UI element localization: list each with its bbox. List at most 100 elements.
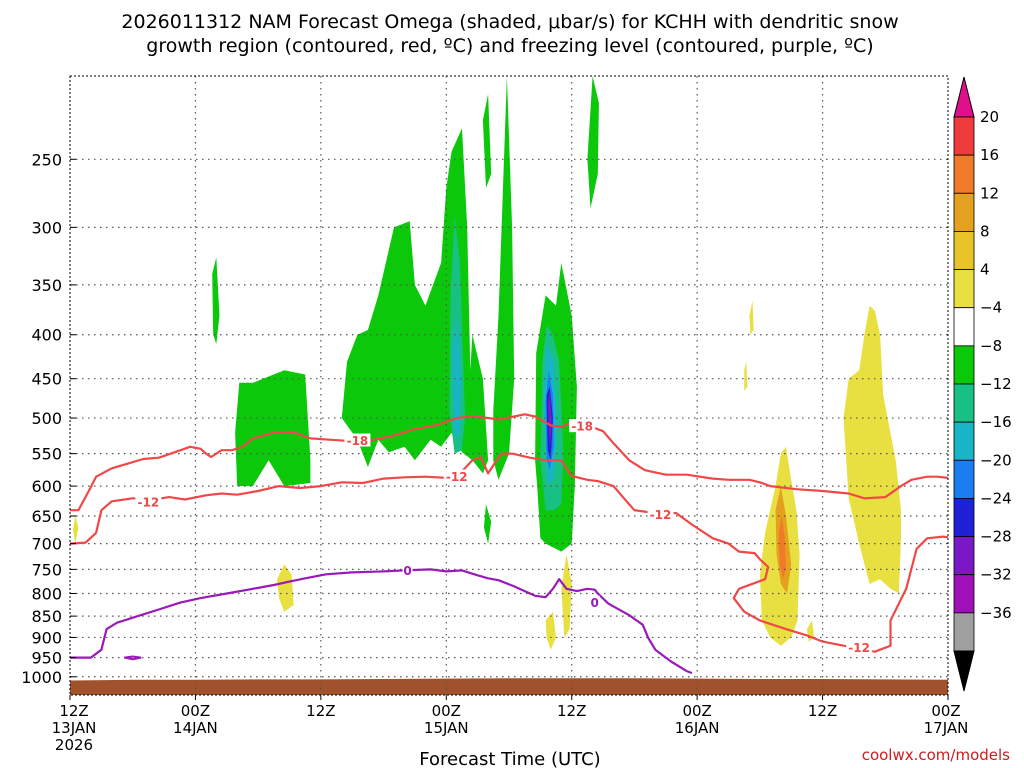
y-tick-label-800: 800 [31,584,62,603]
y-tick-label-950: 950 [31,649,62,668]
colorbar-label-7: −8 [980,337,1002,355]
omega-region-26 [778,516,786,580]
x-tick-label-60-2: 16JAN [675,719,720,737]
x-tick-label-36-1: 00Z [432,702,461,720]
contour-lines [69,413,949,675]
chart-title-line-2: growth region (contoured, red, ºC) and f… [146,35,873,57]
colorbar-bottom-arrow [953,650,975,692]
omega-region-8 [483,504,492,544]
contour-label-bg-2 [344,433,371,447]
colorbar-swatch-7 [953,345,975,385]
colorbar-label-1: 20 [980,108,999,126]
colorbar-swatch-11 [953,498,975,537]
omega-region-7 [482,94,492,188]
x-tick-label-0-3: 2026 [55,736,93,754]
freezing-level-contour [70,568,693,675]
colorbar-label-8: −12 [980,375,1012,393]
contour-label-5: -12 [650,508,672,522]
y-tick-label-850: 850 [31,607,62,626]
x-tick-label-12-1: 00Z [181,702,210,720]
source-credit: coolwx.com/models [862,746,1010,764]
colorbar-label-12: −28 [980,528,1012,546]
colorbar-swatch-6 [953,307,975,347]
dgz-contour--12 [69,452,949,653]
y-tick-label-600: 600 [31,477,62,496]
colorbar-label-9: −16 [980,413,1012,431]
colorbar-swatch-10 [953,459,975,499]
omega-shading [73,76,901,650]
y-tick-label-550: 550 [31,445,62,464]
x-axis-label: Forecast Time (UTC) [419,749,600,768]
y-tick-label-700: 700 [31,535,62,554]
y-tick-label-900: 900 [31,628,62,647]
x-tick-label-48-1: 12Z [557,702,586,720]
colorbar-swatch-5 [953,269,975,309]
contour-label-4: -18 [571,420,593,434]
x-tick-label-12-2: 14JAN [173,719,218,737]
colorbar-swatch-14 [953,612,975,652]
contour-label-bg-3 [443,469,470,483]
y-tick-label-250: 250 [31,150,62,169]
x-tick-label-0-1: 12Z [59,702,88,720]
y-tick-label-750: 750 [31,560,62,579]
terrain-fill [70,678,948,695]
x-tick-label-72-1: 12Z [808,702,837,720]
omega-region-18 [545,611,556,650]
omega-region-1 [235,370,311,487]
contour-label-3: -12 [446,470,468,484]
contour-label-bg-8 [589,595,600,609]
omega-region-11 [452,315,461,440]
omega-region-16 [277,564,294,612]
y-tick-label-450: 450 [31,370,62,389]
omega-region-19 [561,554,572,638]
chart-title-line-1: 2026011312 NAM Forecast Omega (shaded, μ… [121,11,898,33]
x-tick-label-36-2: 15JAN [424,719,469,737]
colorbar-swatch-8 [953,383,975,423]
contour-label-bg-5 [647,507,674,521]
omega-region-17 [73,516,79,544]
omega-region-15 [547,391,552,447]
omega-region-24 [843,305,901,594]
colorbar-label-10: −20 [980,451,1012,469]
y-tick-label-400: 400 [31,326,62,345]
plot-frame [69,75,949,696]
colorbar: 20 16 12 8 4 −4 −8 −12 −16 −20 −24 −28 −32 −36 [953,76,1012,692]
contour-label-8: 0 [591,596,599,610]
y-tick-label-300: 300 [31,218,62,237]
colorbar-label-2: 16 [980,146,999,164]
y-axis: 250 300 350 400 450 500 550 600 650 700 750 800 850 9… [21,150,76,687]
colorbar-swatch-13 [953,574,975,614]
colorbar-label-13: −32 [980,566,1012,584]
x-tick-label-60-1: 00Z [682,702,711,720]
y-tick-label-650: 650 [31,507,62,526]
contour-labels: -12 -18 -12 -18 -12 -12 0 0 [135,419,873,655]
contour-label-bg-7 [402,563,413,577]
colorbar-swatch-1 [953,116,975,156]
colorbar-label-11: −24 [980,489,1012,507]
contour-label-bg-6 [846,640,873,654]
contour-label-6: -12 [848,641,870,655]
y-tick-label-1000: 1000 [21,668,62,687]
omega-region-21 [744,361,748,391]
colorbar-top-arrow [953,76,975,118]
x-tick-label-84-1: 00Z [931,702,960,720]
x-tick-label-24-1: 12Z [306,702,335,720]
colorbar-label-14: −36 [980,604,1012,622]
contour-label-bg-1 [135,494,162,508]
colorbar-label-3: 12 [980,184,999,202]
colorbar-swatch-9 [953,421,975,461]
colorbar-label-4: 8 [980,222,990,240]
x-tick-label-84-2: 17JAN [924,719,969,737]
omega-region-20 [749,300,754,335]
colorbar-swatch-12 [953,536,975,576]
y-tick-label-350: 350 [31,276,62,295]
y-tick-label-500: 500 [31,409,62,428]
x-tick-label-0-2: 13JAN [52,719,97,737]
colorbar-label-5: 4 [980,261,990,279]
terrain-layer [70,678,948,695]
contour-label-2: -18 [347,434,369,448]
contour-label-bg-4 [569,419,596,433]
omega-region-5 [212,257,220,344]
